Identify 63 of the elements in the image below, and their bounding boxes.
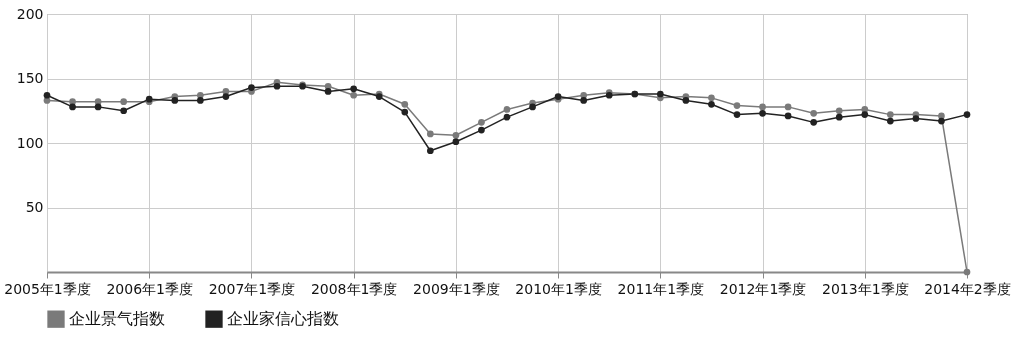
x-tick-label: 2012年1季度: [719, 280, 807, 297]
point: [248, 84, 255, 91]
point: [273, 82, 281, 90]
point: [171, 97, 179, 104]
point: [120, 107, 128, 115]
point: [733, 102, 741, 109]
point: [886, 111, 894, 118]
point: [350, 91, 358, 99]
x-tick-label: 2009年1季度: [413, 280, 500, 297]
point: [529, 103, 536, 111]
x-tick-label: 2011年1季度: [617, 280, 705, 297]
point: [478, 126, 485, 134]
point: [656, 90, 664, 98]
point: [401, 108, 409, 116]
point: [401, 100, 409, 108]
point: [810, 119, 818, 126]
point: [43, 91, 51, 99]
point: [708, 100, 715, 108]
point: [196, 97, 204, 104]
x-tick-label: 2010年1季度: [515, 280, 602, 297]
point: [580, 97, 588, 104]
point: [350, 85, 358, 93]
point: [94, 98, 102, 106]
point: [324, 88, 332, 95]
point: [733, 111, 741, 118]
point: [759, 103, 766, 111]
point: [426, 130, 434, 138]
point: [452, 131, 460, 139]
point: [912, 115, 920, 122]
point: [784, 112, 792, 120]
x-tick-label: 2008年1季度: [310, 280, 398, 297]
y-tick-label: 100: [16, 134, 44, 151]
legend-label: 企业景气指数: [69, 309, 165, 329]
point: [810, 109, 818, 117]
point: [69, 103, 76, 111]
point: [963, 111, 971, 118]
x-tick-label: 2014年2季度: [924, 280, 1011, 297]
point: [861, 111, 869, 118]
x-tick-label: 2005年1季度: [4, 280, 91, 297]
x-tick-label: 2007年1季度: [208, 280, 296, 297]
point: [759, 109, 766, 117]
point: [886, 117, 894, 125]
y-tick-label: 150: [16, 70, 44, 86]
point: [452, 138, 460, 146]
x-tick-label: 2013年1季度: [822, 280, 909, 297]
point: [222, 93, 230, 100]
point: [94, 103, 102, 111]
point: [503, 113, 511, 121]
legend-label: 企业家信心指数: [227, 309, 339, 329]
point: [938, 112, 945, 120]
point: [835, 113, 843, 121]
point: [503, 106, 511, 113]
x-tick-label: 2006年1季度: [106, 280, 193, 297]
point: [938, 117, 945, 125]
point: [682, 97, 690, 104]
point: [426, 147, 434, 155]
point: [784, 103, 792, 111]
point: [708, 94, 715, 102]
y-tick-label: 50: [25, 199, 44, 215]
point: [120, 98, 128, 106]
y-tick-label: 200: [16, 5, 44, 22]
point: [478, 119, 485, 126]
point: [835, 107, 843, 115]
